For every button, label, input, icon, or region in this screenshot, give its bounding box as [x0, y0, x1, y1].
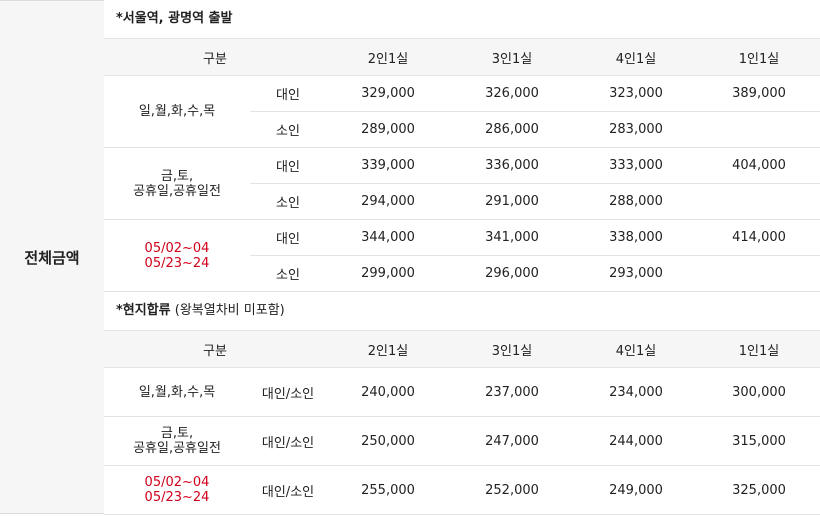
column-header: 구분 [104, 330, 327, 368]
price-cell: 288,000 [574, 183, 699, 220]
table-row: 소인 299,000 296,000 293,000 [104, 255, 820, 292]
price-cell [698, 255, 820, 292]
price-cell: 240,000 [326, 367, 451, 417]
price-cell: 296,000 [450, 255, 575, 292]
section1-header-row: 구분 2인1실 3인1실 4인1실 1인1실 [104, 38, 820, 76]
column-header: 2인1실 [326, 330, 451, 368]
column-header: 1인1실 [698, 330, 820, 368]
price-cell: 237,000 [450, 367, 575, 417]
table-row: 일,월,화,수,목 대인/소인 240,000 237,000 234,000 300,0… [104, 367, 820, 417]
day-group-label-line: 공휴일,공휴일전 [133, 183, 221, 199]
day-group-label-line: 일,월,화,수,목 [138, 104, 216, 119]
section1-title-bold: *서울역, 광명역 출발 [116, 11, 233, 26]
price-cell: 389,000 [698, 75, 820, 112]
table-row: 05/02~04 05/23~24 대인/소인 255,000 252,000 249,0… [104, 465, 820, 515]
total-price-label: 전체금액 [0, 0, 104, 514]
price-cell: 315,000 [698, 416, 820, 466]
section2-header-row: 구분 2인1실 3인1실 4인1실 1인1실 [104, 330, 820, 368]
day-group-label-line: 금,토, [160, 168, 194, 184]
table-row: 금,토, 공휴일,공휴일전 대인/소인 250,000 247,000 244,000 31… [104, 416, 820, 466]
day-group-label-line: 05/02~04 [144, 475, 210, 490]
price-cell: 329,000 [326, 75, 451, 112]
day-group-label-line: 일,월,화,수,목 [138, 384, 216, 400]
price-cell: 341,000 [450, 219, 575, 256]
section1-table: 구분 2인1실 3인1실 4인1실 1인1실 일,월,화,수,목 대인 329,000 326… [104, 38, 820, 292]
column-header: 4인1실 [574, 330, 699, 368]
section2-title: *현지합류 (왕복열차비 미포함) [104, 292, 820, 330]
passenger-type: 대인/소인 [250, 367, 327, 417]
passenger-type: 대인/소인 [250, 416, 327, 466]
price-cell: 252,000 [450, 465, 575, 515]
column-header: 구분 [104, 38, 327, 76]
price-cell: 283,000 [574, 111, 699, 148]
day-group-label-line: 05/23~24 [144, 255, 210, 271]
section2-title-rest: (왕복열차비 미포함) [170, 303, 285, 318]
price-cell: 289,000 [326, 111, 451, 148]
day-group-label: 금,토, 공휴일,공휴일전 [104, 147, 250, 220]
price-cell: 336,000 [450, 147, 575, 184]
price-cell: 293,000 [574, 255, 699, 292]
section1-title: *서울역, 광명역 출발 [104, 0, 820, 38]
price-cell: 323,000 [574, 75, 699, 112]
section2-title-bold: *현지합류 [116, 303, 171, 318]
price-cell: 291,000 [450, 183, 575, 220]
price-cell: 294,000 [326, 183, 451, 220]
passenger-type: 소인 [250, 255, 327, 292]
price-cell: 344,000 [326, 219, 451, 256]
price-cell: 300,000 [698, 367, 820, 417]
price-cell: 234,000 [574, 367, 699, 417]
column-header: 1인1실 [698, 38, 820, 76]
column-header: 2인1실 [326, 38, 451, 76]
price-cell [698, 111, 820, 148]
price-cell: 404,000 [698, 147, 820, 184]
section2-table: 구분 2인1실 3인1실 4인1실 1인1실 일,월,화,수,목 대인/소인 240,000… [104, 330, 820, 515]
day-group-label-line: 05/02~04 [144, 240, 210, 256]
price-cell: 414,000 [698, 219, 820, 256]
price-cell: 255,000 [326, 465, 451, 515]
column-header: 3인1실 [450, 330, 575, 368]
price-cell: 326,000 [450, 75, 575, 112]
section2-body: 일,월,화,수,목 대인/소인 240,000 237,000 234,000 300,0… [104, 367, 820, 515]
passenger-type: 대인/소인 [250, 465, 327, 515]
column-header: 3인1실 [450, 38, 575, 76]
passenger-type: 대인 [250, 147, 327, 184]
table-row: 일,월,화,수,목 대인 329,000 326,000 323,000 389,000 [104, 75, 820, 148]
table-row: 금,토, 공휴일,공휴일전 대인 339,000 336,000 333,000 404,0… [104, 147, 820, 220]
price-cell: 325,000 [698, 465, 820, 515]
price-cell [698, 183, 820, 220]
table-row: 05/02~04 05/23~24 대인 344,000 341,000 338,000 4… [104, 219, 820, 292]
price-cell: 250,000 [326, 416, 451, 466]
day-group-label: 금,토, 공휴일,공휴일전 [104, 416, 250, 466]
section1-body: 일,월,화,수,목 대인 329,000 326,000 323,000 389,000 소… [104, 75, 820, 292]
day-group-label-line: 05/23~24 [144, 490, 210, 505]
day-group-label: 일,월,화,수,목 [104, 367, 250, 417]
day-group-label-line: 공휴일,공휴일전 [133, 441, 221, 456]
price-cell: 299,000 [326, 255, 451, 292]
passenger-type: 소인 [250, 111, 327, 148]
column-header: 4인1실 [574, 38, 699, 76]
passenger-type: 소인 [250, 183, 327, 220]
table-row: 소인 294,000 291,000 288,000 [104, 183, 820, 220]
day-group-label: 05/02~04 05/23~24 [104, 465, 250, 515]
day-group-label-line: 금,토, [160, 426, 194, 441]
day-group-label: 05/02~04 05/23~24 [104, 219, 250, 292]
price-cell: 247,000 [450, 416, 575, 466]
price-cell: 338,000 [574, 219, 699, 256]
passenger-type: 대인 [250, 75, 327, 112]
price-content: *서울역, 광명역 출발 구분 2인1실 3인1실 4인1실 1인1실 일,월,화,수,… [104, 0, 820, 515]
day-group-label: 일,월,화,수,목 [104, 75, 250, 148]
price-cell: 339,000 [326, 147, 451, 184]
passenger-type: 대인 [250, 219, 327, 256]
table-row: 소인 289,000 286,000 283,000 [104, 111, 820, 148]
price-cell: 286,000 [450, 111, 575, 148]
price-cell: 249,000 [574, 465, 699, 515]
price-cell: 244,000 [574, 416, 699, 466]
price-cell: 333,000 [574, 147, 699, 184]
